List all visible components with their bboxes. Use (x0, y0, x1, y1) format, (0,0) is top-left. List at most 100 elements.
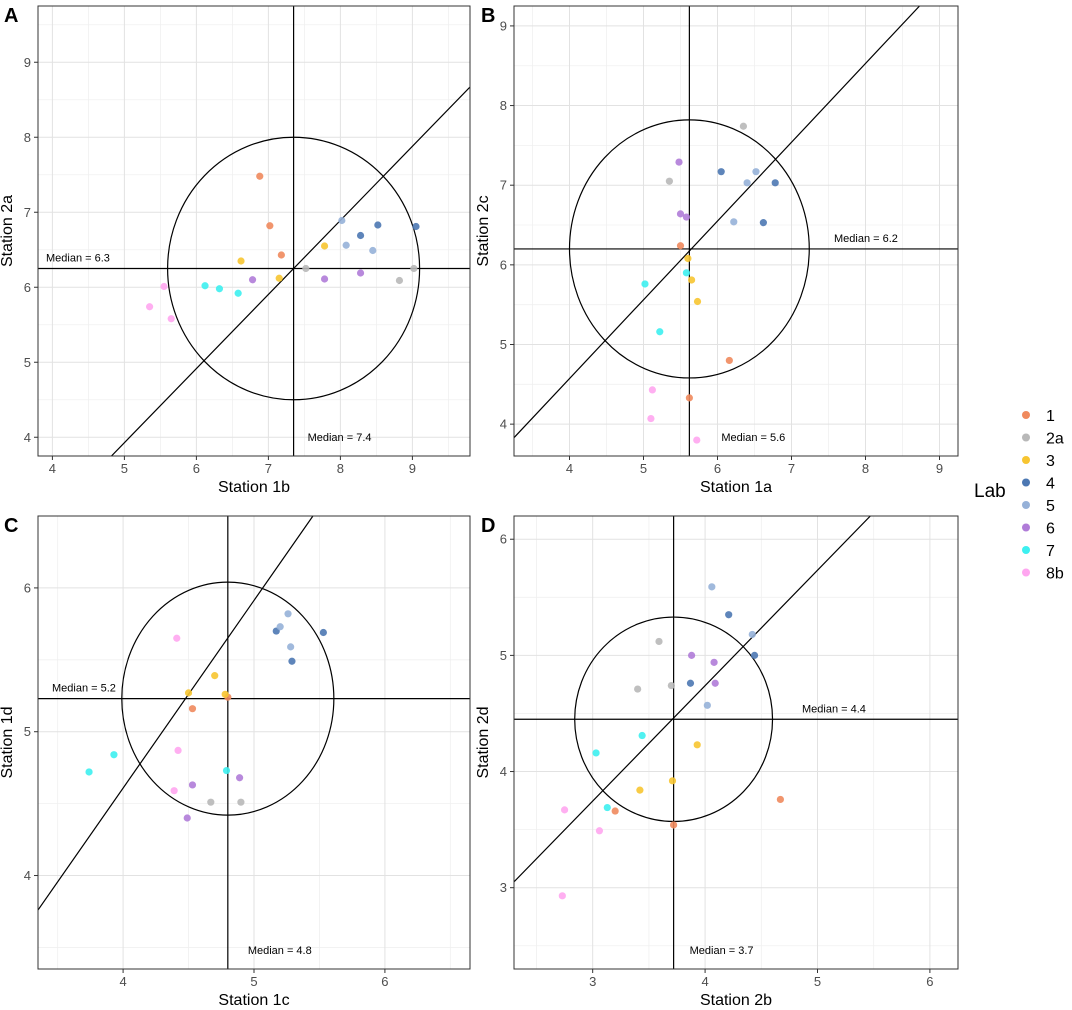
legend-swatch-8b (1022, 568, 1030, 577)
y-tick-label: 6 (24, 280, 31, 295)
legend-label-5: 5 (1046, 498, 1055, 515)
data-point-lab-5 (752, 168, 760, 176)
grid-b (514, 6, 958, 456)
data-point-lab-5 (284, 610, 292, 618)
axes-b: 4 5 6 7 8 9 4 5 6 7 8 9 (500, 18, 943, 476)
data-point-lab-3 (693, 741, 701, 749)
data-point-lab-1 (670, 821, 678, 829)
data-point-lab-6 (675, 158, 683, 166)
data-point-lab-8b (693, 436, 701, 444)
data-point-lab-8b (174, 746, 182, 755)
data-point-lab-5 (743, 179, 751, 187)
y-tick-label: 3 (500, 880, 507, 895)
data-point-lab-6 (248, 276, 257, 284)
legend-swatch-2a (1022, 433, 1030, 442)
grid-a (38, 6, 470, 456)
reference-lines-a (38, 6, 470, 456)
data-point-lab-4 (750, 651, 759, 659)
x-tick-label: 6 (381, 974, 388, 989)
data-point-lab-3 (636, 786, 644, 794)
legend-title: Lab (974, 481, 1006, 502)
diagonal-line (111, 86, 470, 456)
data-point-lab-5 (338, 216, 346, 225)
data-point-lab-5 (276, 623, 284, 631)
diagonal-line (38, 516, 314, 911)
x-tick-label: 7 (788, 461, 795, 476)
data-point-lab-7 (85, 768, 93, 776)
x-axis-title: Station 1b (218, 479, 290, 496)
median-y-label: Median = 6.3 (46, 253, 110, 265)
data-point-lab-2a (634, 685, 642, 693)
data-point-lab-8b (160, 282, 168, 291)
y-tick-label: 5 (24, 724, 31, 739)
axes-d: 3 4 5 6 3 4 5 6 (500, 532, 934, 989)
legend-label-4: 4 (1046, 476, 1055, 493)
data-point-lab-8b (560, 806, 569, 814)
data-point-lab-8b (173, 634, 181, 642)
data-point-lab-2a (237, 798, 245, 806)
x-tick-label: 6 (714, 461, 721, 476)
y-tick-label: 9 (24, 55, 31, 70)
x-tick-label: 5 (814, 974, 821, 989)
data-point-lab-3 (668, 777, 677, 785)
legend-swatch-6 (1022, 523, 1030, 532)
x-axis-title: Station 1c (218, 992, 289, 1009)
y-tick-label: 5 (24, 355, 31, 370)
data-point-lab-5 (708, 583, 716, 591)
legend-label-3: 3 (1046, 453, 1055, 470)
x-tick-label: 4 (49, 461, 56, 476)
data-point-lab-6 (183, 814, 191, 822)
data-point-lab-4 (771, 179, 779, 187)
data-point-lab-7 (110, 751, 118, 759)
data-point-lab-8b (558, 892, 566, 900)
data-point-lab-5 (748, 630, 756, 639)
x-tick-label: 5 (640, 461, 647, 476)
data-point-lab-3 (693, 297, 702, 306)
x-axis-title: Station 1a (700, 479, 772, 496)
data-point-lab-7 (603, 803, 611, 812)
legend-swatch-3 (1022, 456, 1030, 464)
x-tick-label: 6 (193, 461, 200, 476)
data-point-lab-1 (266, 222, 274, 230)
data-point-lab-2a (410, 264, 418, 273)
data-point-lab-7 (656, 328, 664, 336)
legend: Lab 1 2a 3 4 5 6 7 8b (974, 408, 1064, 583)
data-point-lab-4 (319, 628, 327, 637)
data-point-lab-2a (739, 122, 748, 130)
data-point-lab-5 (287, 643, 295, 651)
y-axis-title: Station 2a (0, 195, 16, 267)
data-point-lab-1 (611, 807, 619, 815)
median-y-label: Median = 4.4 (802, 703, 866, 715)
data-point-lab-1 (188, 705, 197, 713)
median-x-label: Median = 5.6 (721, 432, 785, 444)
legend-label-7: 7 (1046, 543, 1055, 560)
x-tick-label: 5 (250, 974, 257, 989)
tolerance-circle (121, 581, 335, 816)
panel-label-a: A (4, 5, 18, 27)
legend-swatch-4 (1022, 478, 1030, 487)
tolerance-circle (167, 136, 421, 401)
data-point-lab-8b (167, 315, 175, 323)
data-point-lab-3 (184, 689, 193, 697)
y-tick-label: 7 (24, 205, 31, 220)
y-tick-label: 9 (500, 18, 507, 33)
panel-border (513, 5, 959, 457)
y-axis-title: Station 2d (475, 706, 492, 778)
data-point-lab-7 (201, 282, 209, 290)
y-tick-label: 8 (500, 98, 507, 113)
y-tick-label: 5 (500, 648, 507, 663)
data-point-lab-6 (236, 774, 244, 782)
y-tick-label: 4 (500, 764, 507, 779)
data-point-lab-4 (686, 679, 695, 687)
x-tick-label: 7 (265, 461, 272, 476)
data-point-lab-1 (256, 172, 264, 180)
data-point-lab-8b (146, 303, 154, 311)
median-y-label: Median = 5.2 (52, 683, 116, 695)
reference-lines-c (38, 516, 470, 969)
data-point-lab-3 (221, 690, 229, 698)
x-tick-label: 6 (926, 974, 933, 989)
data-point-lab-6 (188, 781, 197, 789)
scatter-panel-d: Median = 3.7 Median = 4.4 3 4 5 6 3 4 5 6 Station … (475, 515, 959, 1009)
data-point-lab-1 (725, 356, 733, 365)
